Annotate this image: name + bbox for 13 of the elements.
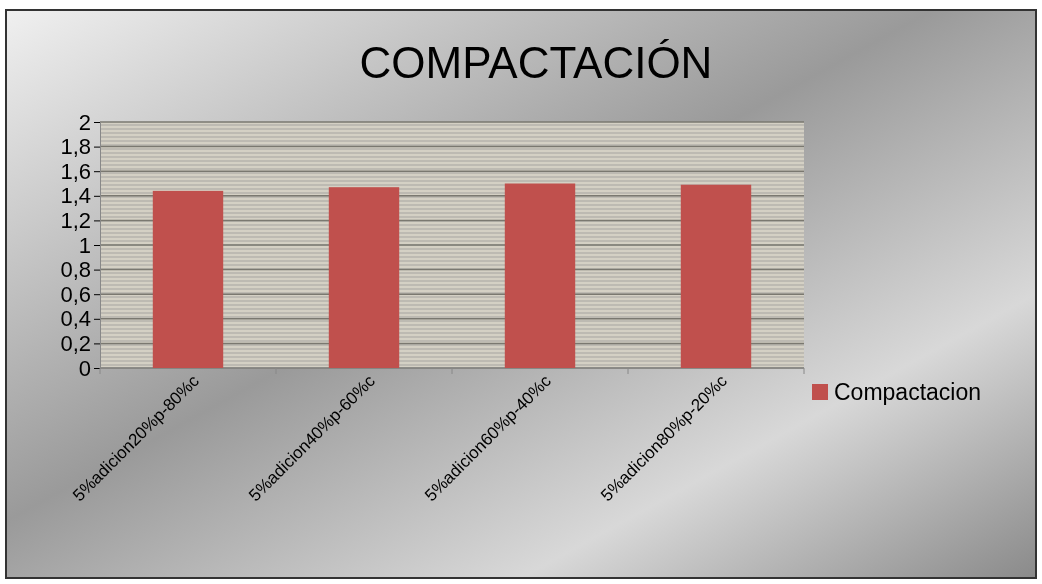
- y-tick-label: 1: [78, 232, 91, 258]
- y-tick-label: 1,2: [60, 207, 91, 233]
- y-tick-label: 0: [78, 355, 91, 381]
- y-tick-label: 2: [78, 109, 91, 135]
- legend-label: Compactacion: [834, 379, 982, 405]
- y-tick-label: 1,6: [60, 158, 91, 184]
- y-tick-label: 0,6: [60, 281, 91, 307]
- y-tick-label: 0,8: [60, 257, 91, 283]
- y-tick-label: 0,4: [60, 306, 91, 332]
- chart-title: COMPACTACIÓN: [359, 38, 713, 87]
- y-tick-label: 1,4: [60, 183, 91, 209]
- y-tick-label: 1,8: [60, 134, 91, 160]
- y-tick-label: 0,2: [60, 330, 91, 356]
